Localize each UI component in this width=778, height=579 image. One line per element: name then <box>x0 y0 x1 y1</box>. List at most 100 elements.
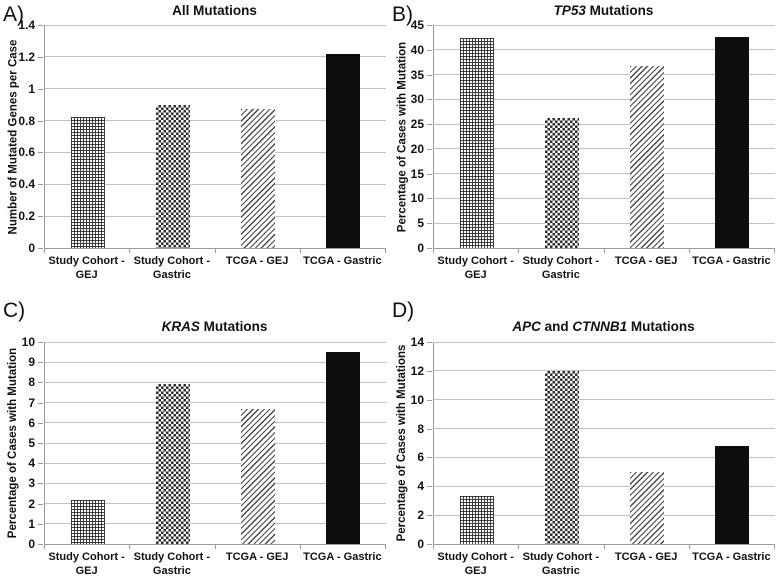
x-tick-mark <box>688 545 690 549</box>
gridline <box>434 24 775 26</box>
title-text: Mutations <box>627 319 695 334</box>
plot-area-d <box>433 341 775 545</box>
y-tick-label: 25 <box>410 117 424 132</box>
gridline <box>434 74 775 76</box>
y-tick-label: 8 <box>28 375 35 390</box>
x-axis-label: Study Cohort - GEJ <box>437 255 514 282</box>
gridline <box>434 222 775 224</box>
x-tick-mark <box>214 249 216 253</box>
y-tick-mark <box>38 184 43 186</box>
x-tick-mark <box>603 249 605 253</box>
y-tick-label: 4 <box>417 479 424 494</box>
y-tick-label: 10 <box>410 392 424 407</box>
y-tick-mark <box>427 198 432 200</box>
gridline <box>45 183 386 185</box>
y-tick-mark <box>427 515 432 517</box>
y-tick-mark <box>38 25 43 26</box>
title-text: Mutations <box>585 3 654 18</box>
y-tick-mark <box>38 483 43 485</box>
title-gene-name: KRAS <box>161 319 200 334</box>
bar-study-cohort-gastric <box>155 384 190 544</box>
y-tick-label: 0.8 <box>18 113 35 128</box>
gridline <box>434 399 775 401</box>
x-tick-mark <box>299 545 301 549</box>
y-tick-label: 3 <box>28 476 35 491</box>
panel-label-c: C) <box>3 299 26 322</box>
y-tick-mark <box>38 402 43 404</box>
gridline <box>434 485 775 487</box>
title-gene-name: TP53 <box>553 3 586 18</box>
panel-a-all-mutations: A) All Mutations Number of Mutated Genes… <box>0 0 389 289</box>
y-tick-label: 5 <box>417 216 424 231</box>
y-tick-mark <box>427 457 432 459</box>
x-axis-label: TCGA - GEJ <box>614 255 678 267</box>
bar-study-cohort-gastric <box>544 117 579 248</box>
gridline <box>434 123 775 125</box>
x-tick-mark <box>433 249 434 253</box>
gridline <box>45 151 386 153</box>
x-tick-mark <box>518 249 520 253</box>
x-tick-mark <box>688 249 690 253</box>
y-tick-label: 15 <box>410 166 424 181</box>
bar-tcga-gastric <box>715 445 750 544</box>
y-tick-mark <box>427 428 432 430</box>
y-tick-label: 8 <box>417 421 424 436</box>
bar-tcga-gej <box>241 109 276 248</box>
bar-tcga-gej <box>630 471 665 544</box>
y-tick-label: 0.2 <box>18 209 35 224</box>
y-tick-mark <box>427 74 432 76</box>
gridline <box>434 98 775 100</box>
x-tick-mark <box>518 545 520 549</box>
y-tick-label: 7 <box>28 395 35 410</box>
y-tick-mark <box>38 382 43 384</box>
y-tick-mark <box>38 152 43 154</box>
y-axis-title-a: Number of Mutated Genes per Case <box>7 39 19 234</box>
bar-study-cohort-gej <box>459 37 494 248</box>
gridline <box>434 456 775 458</box>
y-tick-label: 35 <box>410 67 424 82</box>
x-axis-label: Study Cohort - GEJ <box>437 551 514 578</box>
y-tick-label: 0.6 <box>18 145 35 160</box>
y-tick-mark <box>427 342 432 343</box>
x-axis-label: TCGA - Gastric <box>692 255 771 267</box>
gridline <box>45 24 386 26</box>
gridline <box>45 422 386 424</box>
x-axis-label: TCGA - GEJ <box>225 551 289 563</box>
plot-area-a <box>44 24 386 249</box>
bar-tcga-gej <box>630 66 665 248</box>
x-axis-label: Study Cohort - Gastric <box>133 551 211 578</box>
y-tick-label: 0.4 <box>18 177 35 192</box>
bar-study-cohort-gastric <box>544 370 579 544</box>
x-tick-mark <box>129 545 131 549</box>
bar-study-cohort-gej <box>70 117 105 248</box>
gridline <box>45 341 386 343</box>
y-tick-mark <box>38 503 43 505</box>
x-tick-mark <box>299 249 301 253</box>
y-tick-mark <box>38 463 43 465</box>
x-tick-mark <box>433 545 434 549</box>
gridline <box>45 56 386 58</box>
gridline <box>434 49 775 51</box>
gridline <box>45 215 386 217</box>
x-tick-mark <box>44 545 45 549</box>
y-tick-label: 1.2 <box>18 49 35 64</box>
bar-study-cohort-gej <box>459 496 494 544</box>
title-text: and <box>540 319 573 334</box>
panel-b-tp53-mutations: B) TP53 Mutations Percentage of Cases wi… <box>389 0 778 289</box>
gridline <box>45 503 386 505</box>
x-tick-mark <box>129 249 131 253</box>
y-tick-label: 1.4 <box>18 18 35 32</box>
gridline <box>434 341 775 343</box>
y-tick-mark <box>38 544 43 545</box>
chart-title-a: All Mutations <box>44 3 385 18</box>
panel-label-a: A) <box>3 3 24 26</box>
y-tick-label: 45 <box>410 18 424 32</box>
gridline <box>434 370 775 372</box>
y-tick-mark <box>427 99 432 101</box>
y-tick-label: 0 <box>28 537 35 551</box>
y-tick-mark <box>427 173 432 175</box>
y-tick-mark <box>427 248 432 249</box>
y-tick-label: 6 <box>28 415 35 430</box>
y-tick-mark <box>38 362 43 364</box>
y-tick-label: 6 <box>417 450 424 465</box>
